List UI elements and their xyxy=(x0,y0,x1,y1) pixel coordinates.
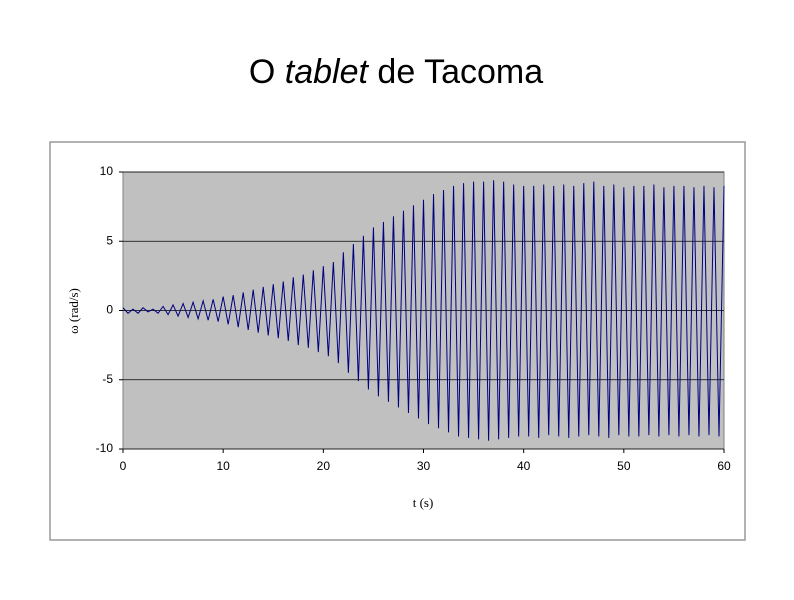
y-tick-label: 5 xyxy=(106,233,113,247)
title-emphasis: tablet xyxy=(285,53,370,91)
x-tick-label: 30 xyxy=(417,459,431,473)
x-tick-label: 40 xyxy=(517,459,531,473)
title-part: O xyxy=(249,53,275,91)
y-tick-label: -10 xyxy=(96,441,114,455)
x-tick-label: 0 xyxy=(120,459,127,473)
x-tick-label: 10 xyxy=(216,459,230,473)
title-part: de Tacoma xyxy=(377,53,543,91)
signal-line xyxy=(122,180,725,441)
y-tick-label: 0 xyxy=(106,303,113,317)
y-tick-label: -5 xyxy=(102,372,113,386)
x-tick-label: 60 xyxy=(717,459,731,473)
x-tick-label: 50 xyxy=(617,459,631,473)
y-tick-label: 10 xyxy=(100,164,114,178)
slide-title: O tablet de Tacoma xyxy=(249,53,543,91)
x-axis-label: t (s) xyxy=(413,495,434,510)
x-tick-label: 20 xyxy=(317,459,331,473)
y-axis-label: ω (rad/s) xyxy=(66,288,81,334)
